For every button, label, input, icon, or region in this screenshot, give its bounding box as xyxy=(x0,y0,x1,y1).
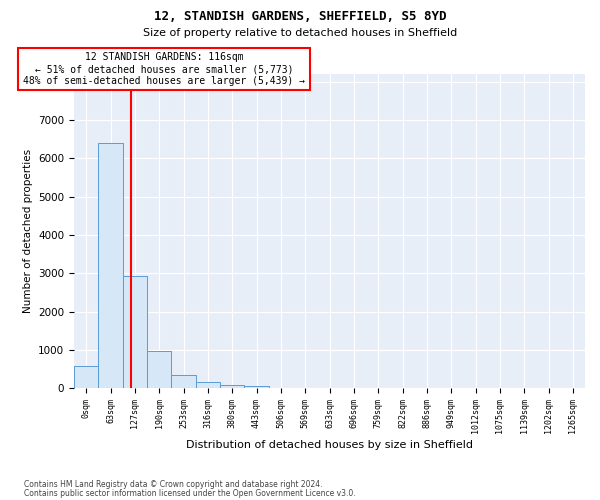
Text: Size of property relative to detached houses in Sheffield: Size of property relative to detached ho… xyxy=(143,28,457,38)
Bar xyxy=(196,382,220,388)
Text: Contains HM Land Registry data © Crown copyright and database right 2024.: Contains HM Land Registry data © Crown c… xyxy=(24,480,323,489)
Text: Contains public sector information licensed under the Open Government Licence v3: Contains public sector information licen… xyxy=(24,488,356,498)
X-axis label: Distribution of detached houses by size in Sheffield: Distribution of detached houses by size … xyxy=(186,440,473,450)
Text: 12, STANDISH GARDENS, SHEFFIELD, S5 8YD: 12, STANDISH GARDENS, SHEFFIELD, S5 8YD xyxy=(154,10,446,23)
Bar xyxy=(147,351,172,389)
Bar xyxy=(220,385,244,388)
Y-axis label: Number of detached properties: Number of detached properties xyxy=(23,149,32,314)
Text: 12 STANDISH GARDENS: 116sqm
← 51% of detached houses are smaller (5,773)
48% of : 12 STANDISH GARDENS: 116sqm ← 51% of det… xyxy=(23,52,305,86)
Bar xyxy=(172,374,196,388)
Bar xyxy=(74,366,98,388)
Bar xyxy=(123,276,147,388)
Bar xyxy=(244,386,269,388)
Bar xyxy=(98,143,123,388)
